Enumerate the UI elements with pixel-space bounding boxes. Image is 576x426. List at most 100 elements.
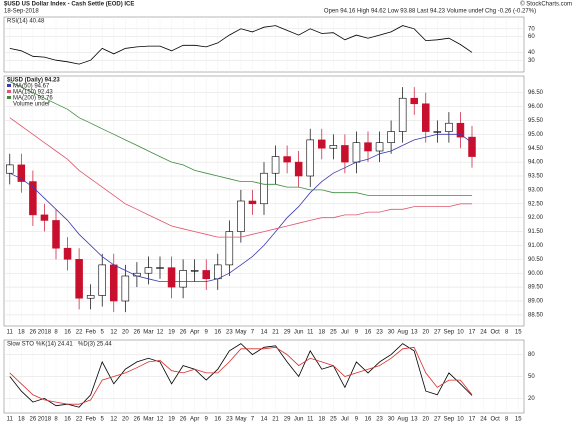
x-tick-label: Mar (143, 330, 153, 336)
legend-label: %K(14) 24.41 (36, 342, 73, 348)
x-tick-label: 19 (168, 330, 175, 336)
candle-body (445, 122, 453, 132)
x-tick-label: 29 (284, 417, 291, 423)
x-tick-label: 2018 (38, 330, 52, 336)
candle-body (248, 200, 257, 205)
legend-swatch (7, 96, 11, 99)
symbol: $USD US Dollar Index - Cash Settle (EOD)… (4, 2, 134, 8)
x-tick-label: 8 (54, 417, 58, 423)
candle-body (433, 131, 442, 133)
legend-label: MA(50) 94.67 (13, 84, 50, 90)
candle-body (318, 139, 326, 149)
candle-body (294, 161, 303, 177)
candle-body (179, 270, 187, 288)
legend-swatch (7, 84, 11, 87)
candle-body (468, 136, 476, 157)
x-tick-label: Apr (190, 417, 199, 423)
candle-body (190, 270, 199, 272)
x-tick-label: 18 (318, 417, 325, 423)
y-tick-label: 96.00 (528, 104, 544, 110)
x-tick-label: 21 (272, 330, 279, 336)
x-tick-label: 7 (251, 417, 255, 423)
x-tick-label: 17 (469, 330, 476, 336)
y-tick-label: 30 (528, 58, 535, 64)
candle-body (156, 267, 164, 269)
y-tick-label: 90.00 (528, 271, 544, 277)
x-tick-label: 24 (480, 330, 487, 336)
x-tick-label: 18 (318, 330, 325, 336)
x-tick-label: 13 (411, 417, 418, 423)
x-tick-label: 13 (411, 330, 418, 336)
panel-title: Slow STO (7, 342, 34, 348)
x-tick-label: 16 (365, 417, 372, 423)
x-tick-label: 11 (307, 330, 314, 336)
y-tick-label: 94.00 (528, 160, 544, 166)
x-tick-label: 27 (434, 330, 441, 336)
series-line (9, 117, 472, 238)
candle-body (352, 142, 361, 163)
x-tick-label: 15 (515, 330, 522, 336)
y-tick-label: 88.50 (528, 312, 544, 318)
x-tick-label: 27 (434, 417, 441, 423)
x-tick-label: Aug (397, 330, 408, 336)
x-tick-label: 29 (284, 330, 291, 336)
x-tick-label: 16 (64, 417, 71, 423)
candle-body (29, 181, 37, 216)
x-tick-label: 18 (18, 330, 25, 336)
y-tick-label: 96.50 (528, 90, 544, 96)
x-tick-label: 30 (388, 417, 395, 423)
x-tick-label: Apr (190, 330, 199, 336)
x-tick-label: 16 (64, 330, 71, 336)
candle-body (75, 259, 83, 299)
y-tick-label: 91.50 (528, 229, 544, 235)
candle-body (387, 131, 395, 143)
candle-body (329, 145, 338, 149)
date: 18-Sep-2018 (4, 9, 39, 15)
candle-body (86, 295, 95, 299)
x-tick-label: Sep (444, 330, 455, 336)
candle-body (225, 231, 234, 266)
legend-label: %D(3) 25.44 (78, 342, 112, 348)
x-tick-label: 26 (30, 330, 37, 336)
series-line (9, 81, 472, 196)
panel-title: RSI(14) 40.48 (7, 19, 45, 25)
x-tick-label: 22 (76, 417, 83, 423)
candle-body (398, 97, 407, 132)
y-tick-label: 40 (528, 50, 535, 56)
x-tick-label: 11 (307, 417, 314, 423)
x-tick-label: 14 (261, 330, 268, 336)
x-tick-label: 23 (376, 417, 383, 423)
candle-body (375, 142, 384, 152)
x-tick-label: 25 (330, 330, 337, 336)
candle-body (17, 164, 26, 182)
x-tick-label: 23 (376, 330, 383, 336)
x-tick-label: 14 (261, 417, 268, 423)
x-tick-label: 16 (214, 330, 221, 336)
x-tick-label: 5 (101, 330, 105, 336)
x-tick-label: 15 (515, 417, 522, 423)
x-tick-label: Jun (294, 330, 304, 336)
y-tick-label: 93.50 (528, 174, 544, 180)
x-tick-label: Jun (294, 417, 304, 423)
x-tick-label: 8 (54, 330, 58, 336)
quote: Open 94.16 High 94.62 Low 93.88 Last 94.… (324, 9, 536, 15)
x-tick-label: 23 (226, 417, 233, 423)
series-line (9, 25, 473, 65)
x-tick-label: Oct (490, 417, 500, 423)
y-tick-label: 94.50 (528, 146, 544, 152)
x-tick-label: 26 (180, 417, 187, 423)
x-tick-label: May (235, 330, 246, 336)
x-tick-label: Mar (143, 417, 153, 423)
candle-body (110, 264, 118, 302)
candle-body (283, 156, 291, 163)
candle-body (40, 214, 49, 221)
x-tick-label: 9 (205, 330, 209, 336)
x-tick-label: 9 (355, 417, 359, 423)
candle-body (306, 139, 314, 177)
candle-body (214, 264, 222, 280)
candle-body (341, 145, 349, 163)
legend-label: Volume undef (13, 102, 50, 108)
candle-body (410, 97, 418, 105)
x-tick-label: 26 (180, 330, 187, 336)
